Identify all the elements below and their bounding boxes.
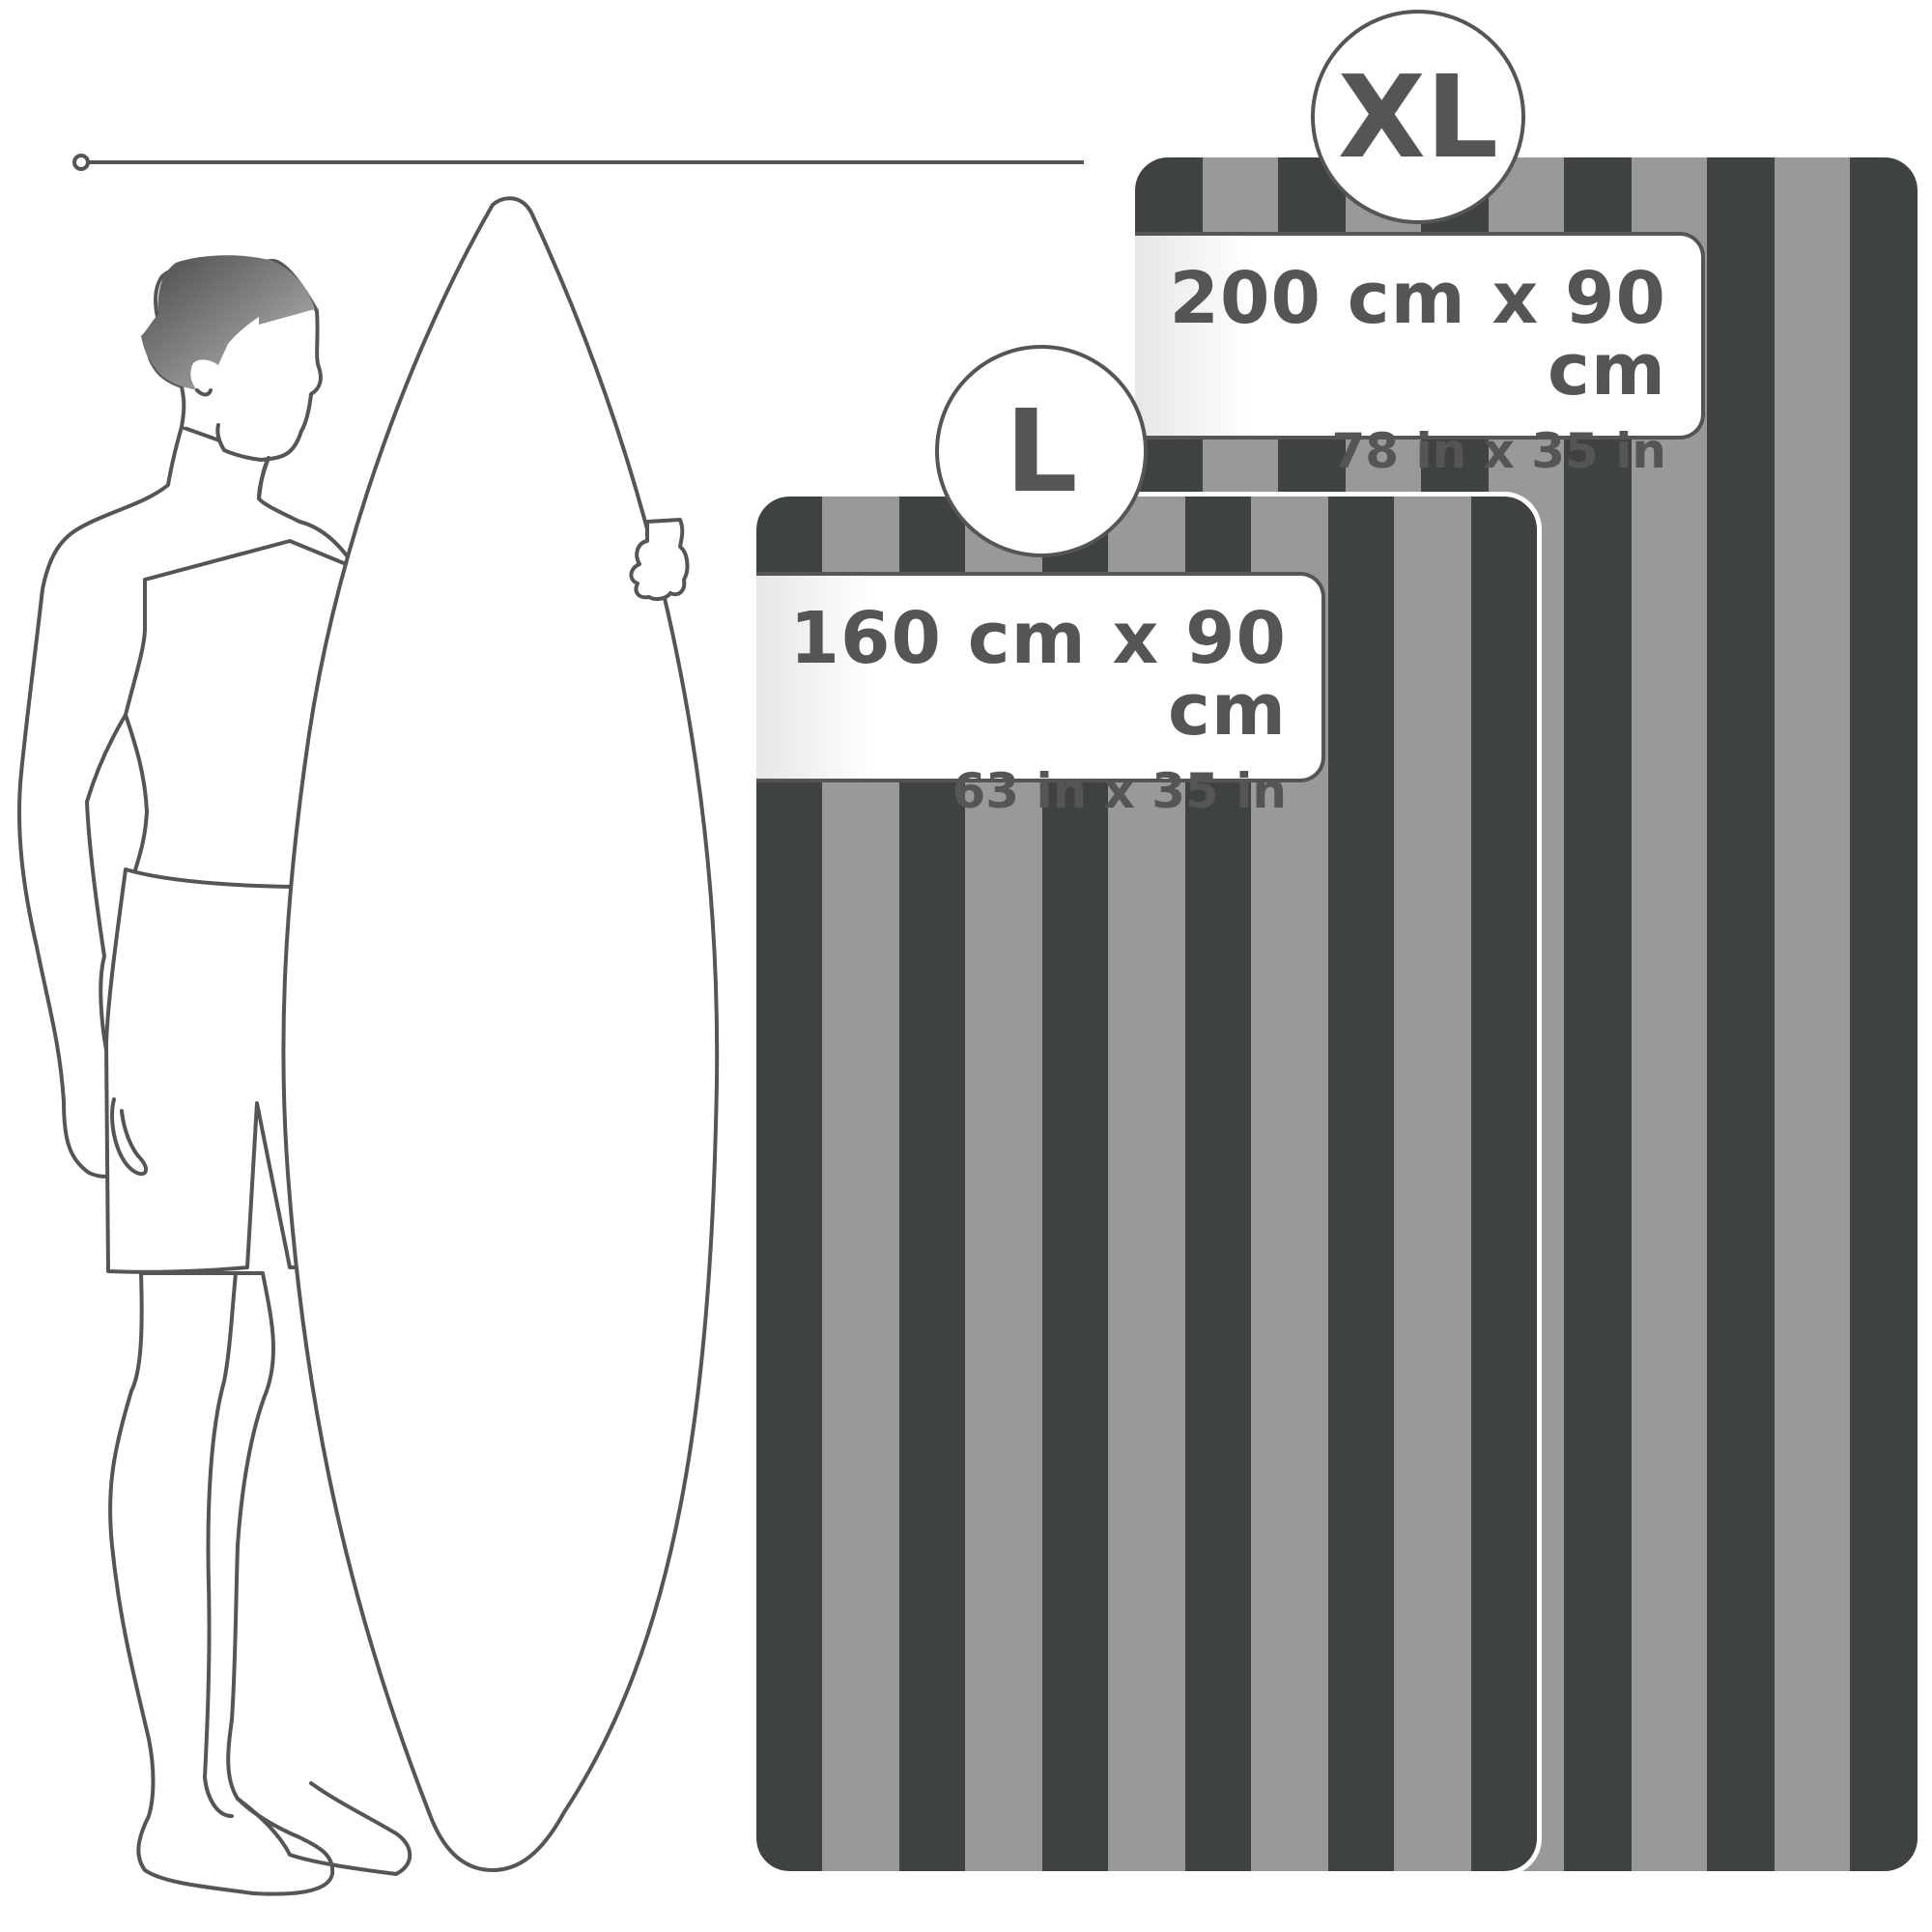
holding-hand: [629, 518, 690, 602]
surfboard: [281, 196, 720, 1873]
dimension-metric-l: 160 cm x 90 cm: [789, 597, 1287, 752]
size-badge-l-text: L: [1005, 384, 1078, 518]
dimension-metric-xl: 200 cm x 90 cm: [1169, 257, 1666, 412]
size-badge-xl-text: XL: [1337, 50, 1499, 184]
size-badge-xl: XL: [1311, 10, 1525, 224]
size-label-xl: 200 cm x 90 cm 78 in x 35 in: [1135, 232, 1705, 475]
dimension-imperial-l: 63 in x 35 in: [952, 763, 1287, 819]
height-reference-line: [72, 154, 1084, 171]
person-figure: [16, 255, 412, 1896]
size-label-l: 160 cm x 90 cm 63 in x 35 in: [756, 572, 1325, 815]
size-badge-l: L: [935, 345, 1148, 557]
dimension-imperial-xl: 78 in x 35 in: [1331, 423, 1666, 479]
